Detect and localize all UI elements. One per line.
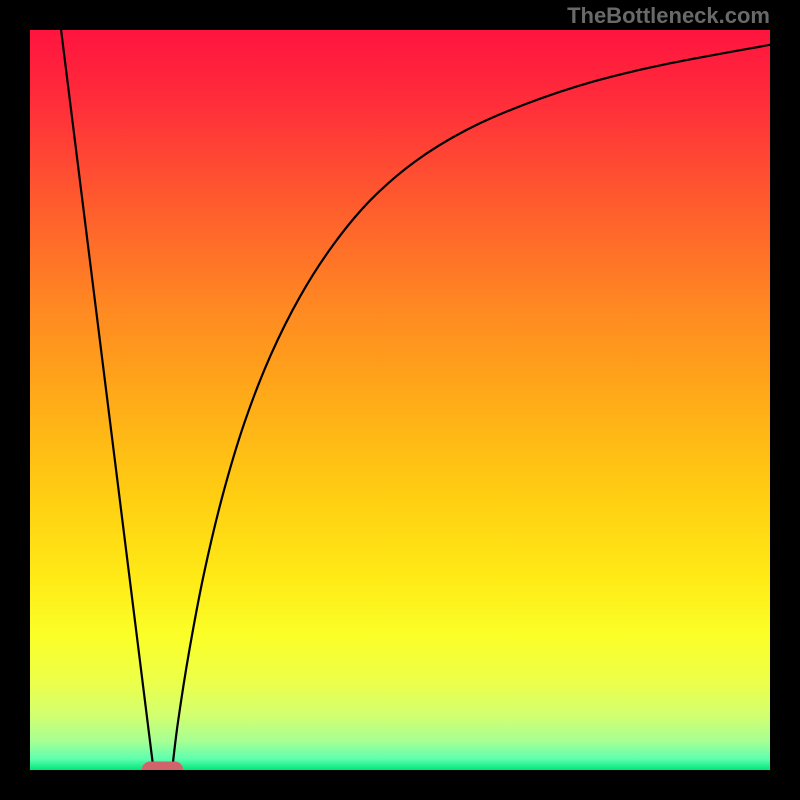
minimum-marker [142,761,183,770]
watermark-text: TheBottleneck.com [567,3,770,29]
curve-svg [30,30,770,770]
plot-area [30,30,770,770]
chart-container: { "chart": { "type": "line", "canvas_px"… [0,0,800,800]
curve-left-branch [61,30,154,770]
curve-right-branch [172,45,770,770]
